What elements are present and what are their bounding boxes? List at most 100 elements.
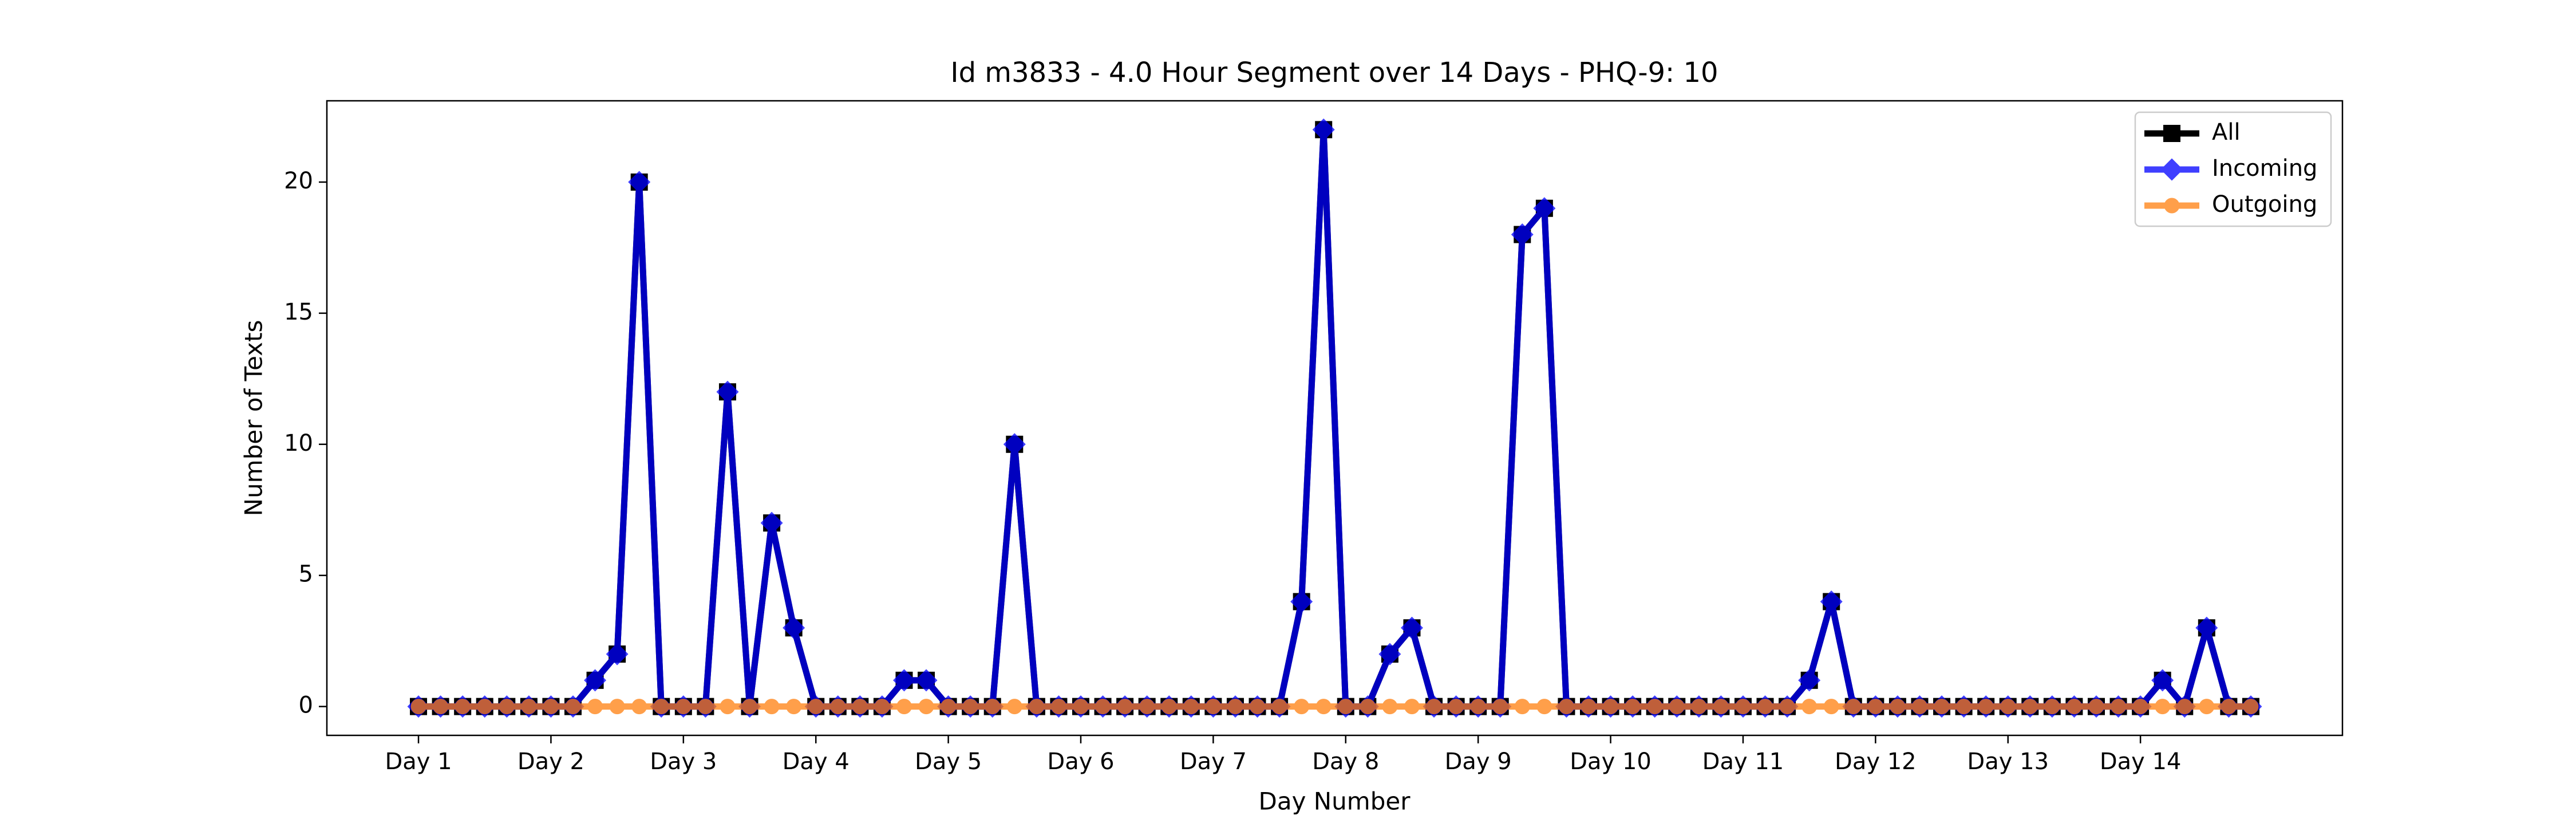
- marker: [1294, 699, 1310, 715]
- marker: [1073, 699, 1089, 715]
- marker: [609, 699, 625, 715]
- marker: [1492, 699, 1508, 715]
- x-tick-label: Day 10: [1570, 749, 1652, 775]
- marker: [2199, 699, 2215, 715]
- x-tick-label: Day 7: [1180, 749, 1247, 775]
- marker: [1514, 699, 1530, 715]
- marker: [1161, 699, 1177, 715]
- marker: [587, 699, 603, 715]
- x-tick-label: Day 8: [1312, 749, 1379, 775]
- marker: [1271, 699, 1287, 715]
- marker: [2044, 699, 2060, 715]
- marker: [808, 699, 824, 715]
- marker: [852, 699, 868, 715]
- marker: [786, 699, 802, 715]
- y-tick-label: 10: [284, 430, 313, 456]
- marker: [1205, 699, 1221, 715]
- marker: [1360, 699, 1376, 715]
- marker: [1378, 643, 1401, 665]
- legend-item: [2144, 125, 2199, 142]
- marker: [1448, 699, 1464, 715]
- marker: [2176, 699, 2192, 715]
- marker: [1823, 699, 1839, 715]
- marker: [1006, 699, 1022, 715]
- marker: [1400, 616, 1423, 639]
- marker: [2088, 699, 2104, 715]
- line: [418, 126, 2251, 710]
- marker: [631, 699, 647, 715]
- marker: [628, 171, 651, 194]
- x-tick-label: Day 13: [1967, 749, 2049, 775]
- marker: [783, 616, 805, 639]
- y-axis-label: Number of Texts: [240, 320, 268, 517]
- marker: [1625, 699, 1641, 715]
- marker: [477, 699, 493, 715]
- x-tick-label: Day 2: [517, 749, 584, 775]
- marker: [653, 699, 669, 715]
- marker: [918, 699, 934, 715]
- plot-frame: [326, 100, 2344, 737]
- x-tick-label: Day 12: [1835, 749, 1917, 775]
- x-tick-label: Day 6: [1047, 749, 1114, 775]
- marker: [1978, 699, 1994, 715]
- marker: [1779, 699, 1795, 715]
- marker: [716, 380, 739, 403]
- marker: [1029, 699, 1045, 715]
- legend-item: [2144, 198, 2199, 214]
- x-tick-label: Day 4: [783, 749, 850, 775]
- marker: [1003, 433, 1026, 456]
- legend-box: [2134, 111, 2332, 227]
- marker: [455, 699, 471, 715]
- marker: [1315, 699, 1332, 715]
- marker: [1536, 699, 1552, 715]
- y-tick-label: 20: [284, 168, 313, 194]
- marker: [565, 699, 581, 715]
- marker: [1558, 699, 1574, 715]
- chart-title: Id m3833 - 4.0 Hour Segment over 14 Days…: [950, 57, 1718, 89]
- marker: [1890, 699, 1906, 715]
- marker: [941, 699, 957, 715]
- marker: [915, 669, 938, 692]
- x-tick-label: Day 14: [2100, 749, 2182, 775]
- marker: [1382, 699, 1398, 715]
- marker: [1757, 699, 1773, 715]
- y-tick-label: 0: [299, 692, 313, 719]
- marker: [1338, 699, 1354, 715]
- legend-label: Outgoing: [2212, 191, 2317, 218]
- marker: [874, 699, 890, 715]
- marker: [2221, 699, 2237, 715]
- marker: [720, 699, 736, 715]
- marker: [2243, 699, 2259, 715]
- marker: [742, 699, 758, 715]
- marker: [1533, 197, 1556, 220]
- marker: [1426, 699, 1442, 715]
- marker: [543, 699, 559, 715]
- marker: [1846, 699, 1862, 715]
- marker: [2151, 669, 2174, 692]
- marker: [962, 699, 978, 715]
- marker: [1581, 699, 1597, 715]
- marker: [1404, 699, 1420, 715]
- marker: [606, 643, 629, 665]
- marker: [2132, 699, 2148, 715]
- marker: [2164, 198, 2180, 214]
- marker: [499, 699, 515, 715]
- marker: [985, 699, 1001, 715]
- x-tick-label: Day 3: [650, 749, 717, 775]
- legend-label: All: [2212, 119, 2241, 145]
- marker: [1227, 699, 1243, 715]
- marker: [2066, 699, 2082, 715]
- x-axis-label: Day Number: [1258, 787, 1411, 816]
- x-tick-label: Day 9: [1445, 749, 1512, 775]
- marker: [1095, 699, 1111, 715]
- marker: [697, 699, 713, 715]
- marker: [1669, 699, 1685, 715]
- y-tick-label: 5: [299, 561, 313, 588]
- marker: [2111, 699, 2127, 715]
- marker: [1050, 699, 1066, 715]
- marker: [892, 669, 915, 692]
- x-tick-label: Day 1: [385, 749, 452, 775]
- series: [410, 699, 2259, 715]
- marker: [433, 699, 449, 715]
- marker: [1183, 699, 1199, 715]
